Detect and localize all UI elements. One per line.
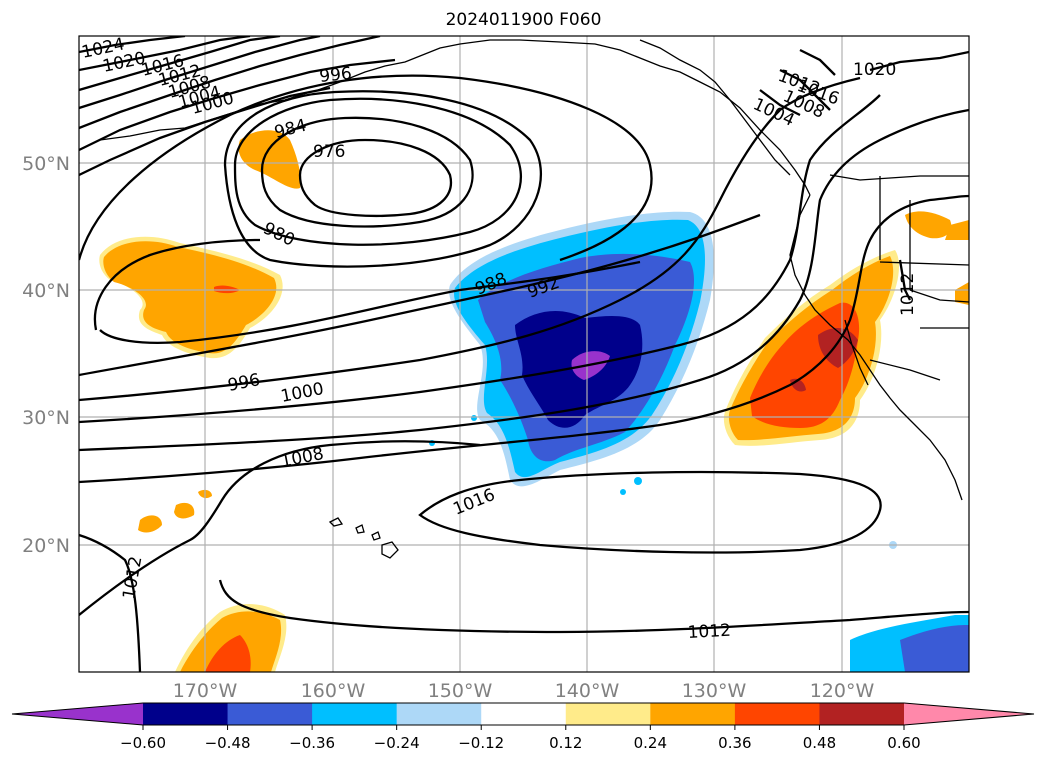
isobar-label: 1012 <box>898 273 918 316</box>
map-title: 2024011900 F060 <box>445 10 602 30</box>
isobar-label: 1012 <box>687 621 731 643</box>
map-frame <box>78 35 970 673</box>
isobar-label: 996 <box>226 370 262 396</box>
lat-label: 30°N <box>22 407 70 429</box>
colorbar-segment <box>227 703 313 725</box>
colorbar-segment <box>481 703 567 725</box>
isobar-label: 976 <box>313 142 345 162</box>
colorbar-tick-label: −0.48 <box>205 734 251 752</box>
isobar-label: 980 <box>260 219 298 251</box>
lon-label: 140°W <box>555 680 620 702</box>
colorbar: −0.60 −0.48 −0.36 −0.24 −0.12 0.12 0.24 0.36 0.4… <box>11 702 1035 752</box>
colorbar-segment <box>565 703 651 725</box>
isobar-label: 984 <box>272 116 308 143</box>
graticule <box>79 36 969 672</box>
lat-label: 20°N <box>22 535 70 557</box>
lat-label: 50°N <box>22 153 70 175</box>
isobar-label: 1012 <box>119 555 146 601</box>
colorbar-tick-label: 0.60 <box>887 734 920 752</box>
longitude-labels: 170°W 160°W 150°W 140°W 130°W 120°W <box>173 680 875 702</box>
latitude-labels: 50°N 40°N 30°N 20°N <box>22 153 70 557</box>
colorbar-segment <box>396 703 482 725</box>
shaded-field-negative <box>429 211 969 672</box>
lon-label: 150°W <box>428 680 493 702</box>
isobar-label: 996 <box>318 64 352 87</box>
lon-label: 120°W <box>810 680 875 702</box>
colorbar-tick-label: 0.36 <box>718 734 751 752</box>
colorbar-segment <box>734 703 820 725</box>
isobars <box>79 36 969 672</box>
isobar-label: 1008 <box>279 444 325 472</box>
colorbar-extend-low <box>12 703 143 725</box>
isobar-label: 1016 <box>450 485 498 520</box>
colorbar-tick-label: −0.36 <box>289 734 335 752</box>
colorbar-extend-high <box>904 703 1034 725</box>
colorbar-tick-label: −0.60 <box>120 734 166 752</box>
colorbar-tick-label: −0.12 <box>458 734 504 752</box>
lon-label: 160°W <box>301 680 366 702</box>
isobar-label: 1020 <box>853 60 896 80</box>
colorbar-segment <box>819 703 905 725</box>
colorbar-tick-label: 0.48 <box>803 734 836 752</box>
lon-label: 130°W <box>682 680 747 702</box>
colorbar-tick-label: −0.24 <box>374 734 420 752</box>
colorbar-segment <box>650 703 736 725</box>
lat-label: 40°N <box>22 280 70 302</box>
lon-label: 170°W <box>173 680 238 702</box>
colorbar-tick-label: 0.24 <box>634 734 667 752</box>
colorbar-segment <box>312 703 398 725</box>
colorbar-segment <box>143 703 229 725</box>
colorbar-tick-label: 0.12 <box>549 734 582 752</box>
